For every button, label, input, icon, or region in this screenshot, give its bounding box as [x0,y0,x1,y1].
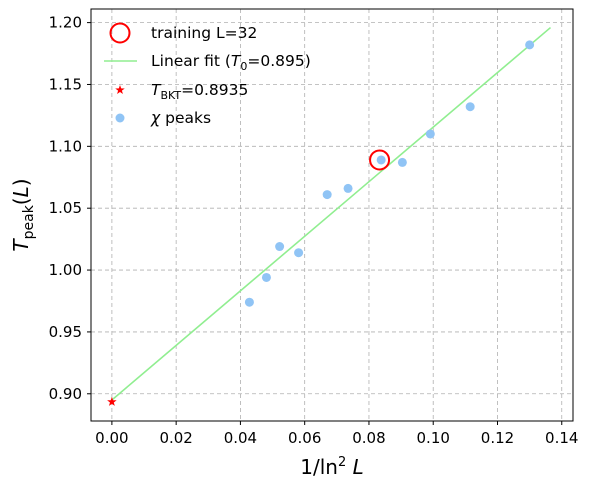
y-tick-label: 1.20 [49,14,82,32]
y-tick-label: 0.95 [49,323,82,341]
legend-label: training L=32 [151,24,257,42]
legend-ring-marker [109,22,131,44]
legend-entry: TBKT=0.8935 [115,81,248,102]
plot-area [107,26,552,406]
legend-entry: training L=32 [109,22,257,44]
chi-peak-point [425,129,435,139]
chi-peak-point [275,242,285,252]
chi-peak-point [261,272,271,282]
grid [91,9,573,421]
x-tick-label: 0.10 [417,429,450,447]
x-axis-label: 1/ln2 L [300,455,364,479]
tbkt-star-marker [107,396,117,406]
chi-peak-point [376,155,386,165]
chi-peak-point [525,40,535,50]
legend-label: TBKT=0.8935 [151,81,248,102]
legend-entry: Linear fit (T0=0.895) [104,52,311,73]
x-tick-label: 0.08 [352,429,385,447]
chi-peak-point [294,248,304,258]
axis-ticks: 0.00 0.02 0.04 0.06 0.08 0.10 0.12 0.14 0.90 0.95… [49,14,579,447]
legend-entry: χ peaks [115,109,211,127]
y-tick-label: 1.00 [49,261,82,279]
linear-fit-line [111,26,552,401]
chi-peak-point [465,102,475,112]
legend-label: Linear fit (T0=0.895) [151,52,311,73]
x-tick-label: 0.02 [159,429,192,447]
x-tick-label: 0.04 [224,429,257,447]
y-tick-label: 1.05 [49,199,82,217]
chi-peak-point [397,157,407,167]
training-ring-marker [369,149,391,171]
x-tick-label: 0.12 [481,429,514,447]
chi-peak-point [244,297,254,307]
axis-labels: 1/ln2 L Tpeak(L) [9,178,364,479]
legend-star-marker [115,85,125,95]
y-tick-label: 0.90 [49,385,82,403]
y-tick-label: 1.10 [49,137,82,155]
legend-dot-marker [115,113,125,123]
x-tick-label: 0.14 [545,429,578,447]
legend: training L=32 Linear fit (T0=0.895) TBKT=0… [104,22,311,127]
chi-peak-point [343,183,353,193]
x-tick-label: 0.00 [95,429,128,447]
y-tick-label: 1.15 [49,75,82,93]
x-tick-label: 0.06 [288,429,321,447]
y-axis-label: Tpeak(L) [9,178,37,251]
plot-frame [90,8,574,422]
legend-label: χ peaks [150,109,211,127]
chi-peak-point [322,190,332,200]
